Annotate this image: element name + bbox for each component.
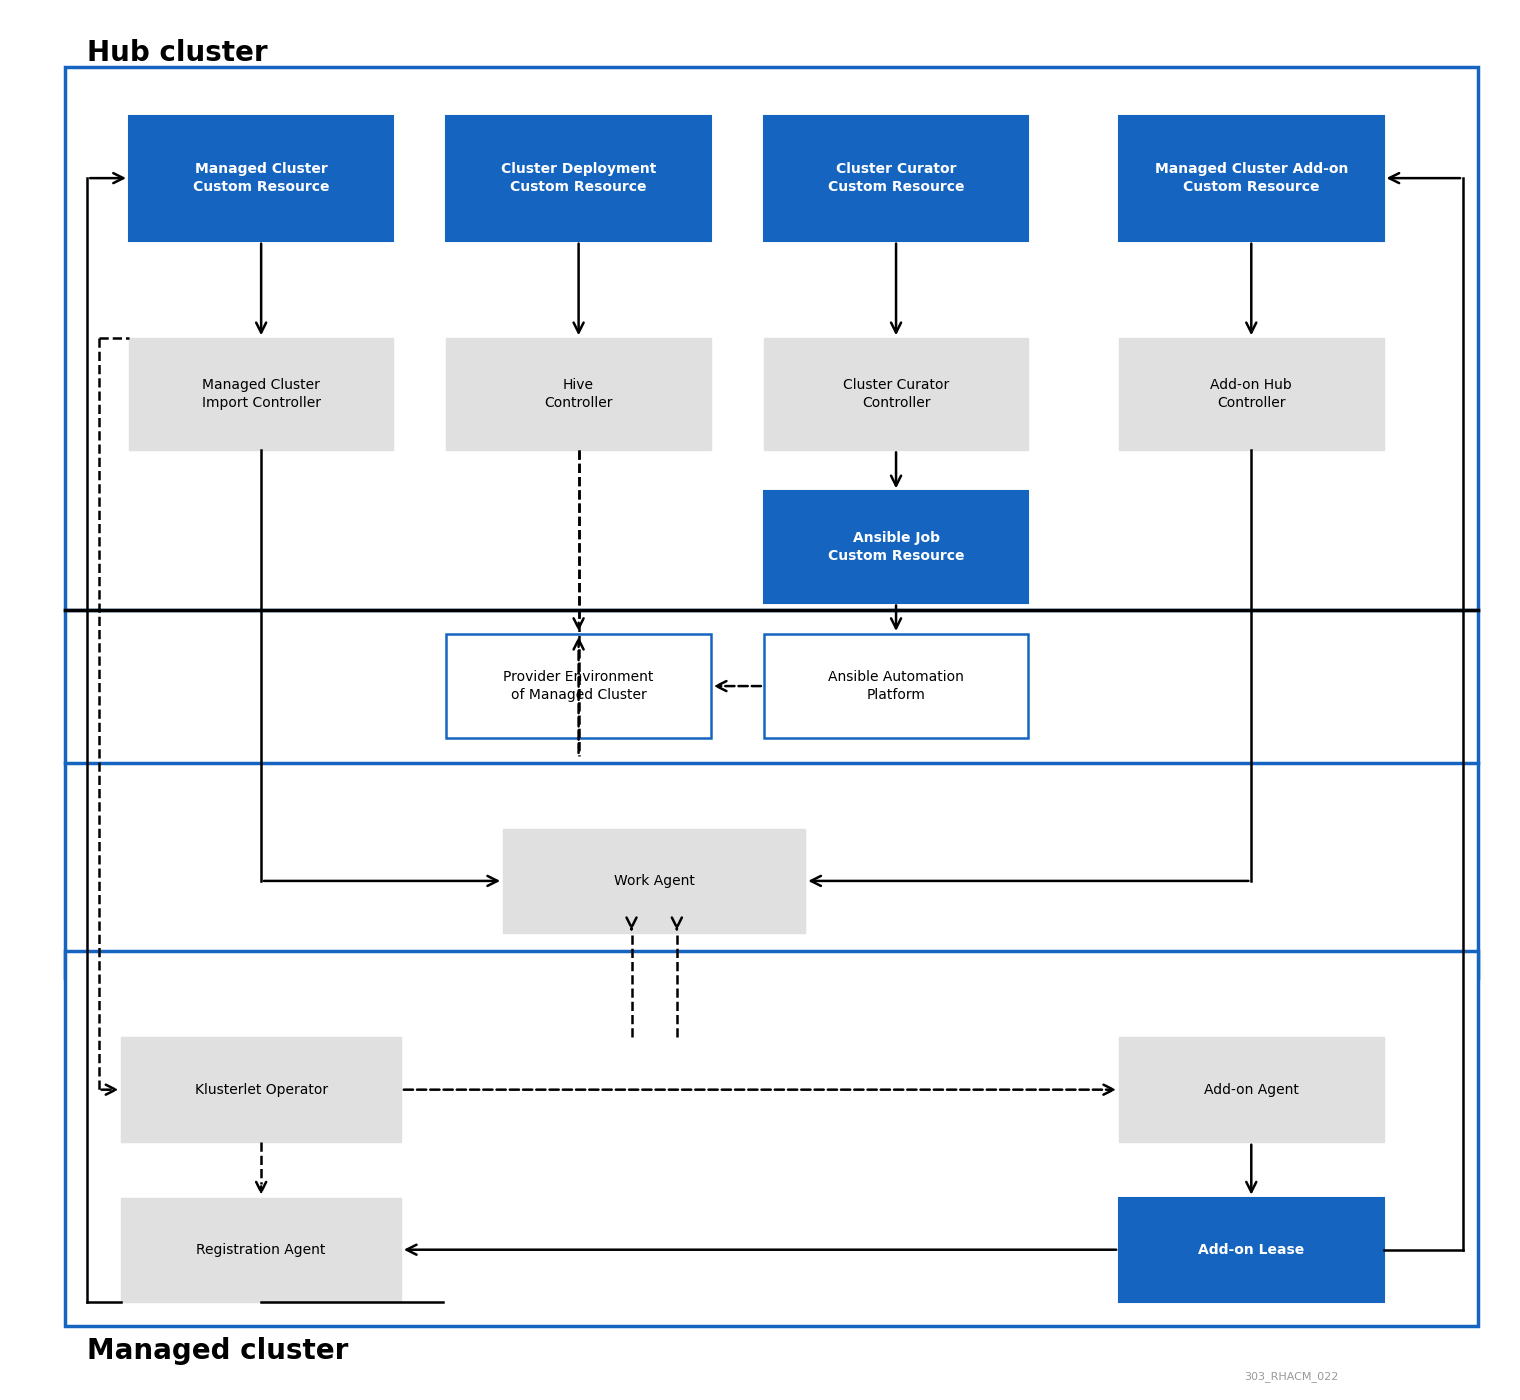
- Text: Klusterlet Operator: Klusterlet Operator: [195, 1082, 328, 1096]
- FancyBboxPatch shape: [763, 339, 1029, 449]
- Text: Ansible Job
Custom Resource: Ansible Job Custom Resource: [828, 531, 964, 563]
- FancyBboxPatch shape: [503, 829, 806, 934]
- Text: Managed Cluster Add-on
Custom Resource: Managed Cluster Add-on Custom Resource: [1155, 162, 1348, 195]
- FancyBboxPatch shape: [1119, 1037, 1383, 1142]
- Text: Cluster Curator
Custom Resource: Cluster Curator Custom Resource: [828, 162, 964, 195]
- FancyBboxPatch shape: [65, 67, 1477, 979]
- Text: Add-on Lease: Add-on Lease: [1198, 1243, 1304, 1257]
- Text: Hive
Controller: Hive Controller: [544, 378, 613, 410]
- FancyBboxPatch shape: [122, 1197, 401, 1302]
- Text: Managed Cluster
Import Controller: Managed Cluster Import Controller: [202, 378, 321, 410]
- FancyBboxPatch shape: [122, 1037, 401, 1142]
- Text: Cluster Curator
Controller: Cluster Curator Controller: [844, 378, 948, 410]
- Text: Managed Cluster
Custom Resource: Managed Cluster Custom Resource: [193, 162, 330, 195]
- Text: Add-on Hub
Controller: Add-on Hub Controller: [1210, 378, 1292, 410]
- FancyBboxPatch shape: [129, 116, 394, 241]
- Text: Provider Environment
of Managed Cluster: Provider Environment of Managed Cluster: [503, 669, 654, 703]
- FancyBboxPatch shape: [1119, 1197, 1383, 1302]
- Text: 303_RHACM_022: 303_RHACM_022: [1243, 1371, 1338, 1382]
- Text: Add-on Agent: Add-on Agent: [1204, 1082, 1298, 1096]
- FancyBboxPatch shape: [1119, 339, 1383, 449]
- Text: Registration Agent: Registration Agent: [196, 1243, 325, 1257]
- FancyBboxPatch shape: [1119, 116, 1383, 241]
- Text: Ansible Automation
Platform: Ansible Automation Platform: [828, 669, 964, 703]
- FancyBboxPatch shape: [129, 339, 394, 449]
- FancyBboxPatch shape: [447, 339, 711, 449]
- FancyBboxPatch shape: [447, 634, 711, 738]
- FancyBboxPatch shape: [763, 491, 1029, 602]
- Text: Cluster Deployment
Custom Resource: Cluster Deployment Custom Resource: [502, 162, 657, 195]
- FancyBboxPatch shape: [447, 116, 711, 241]
- Text: Work Agent: Work Agent: [614, 874, 695, 888]
- Text: Managed cluster: Managed cluster: [87, 1337, 348, 1365]
- FancyBboxPatch shape: [763, 634, 1029, 738]
- Text: Hub cluster: Hub cluster: [87, 39, 268, 67]
- FancyBboxPatch shape: [65, 951, 1477, 1326]
- FancyBboxPatch shape: [763, 116, 1029, 241]
